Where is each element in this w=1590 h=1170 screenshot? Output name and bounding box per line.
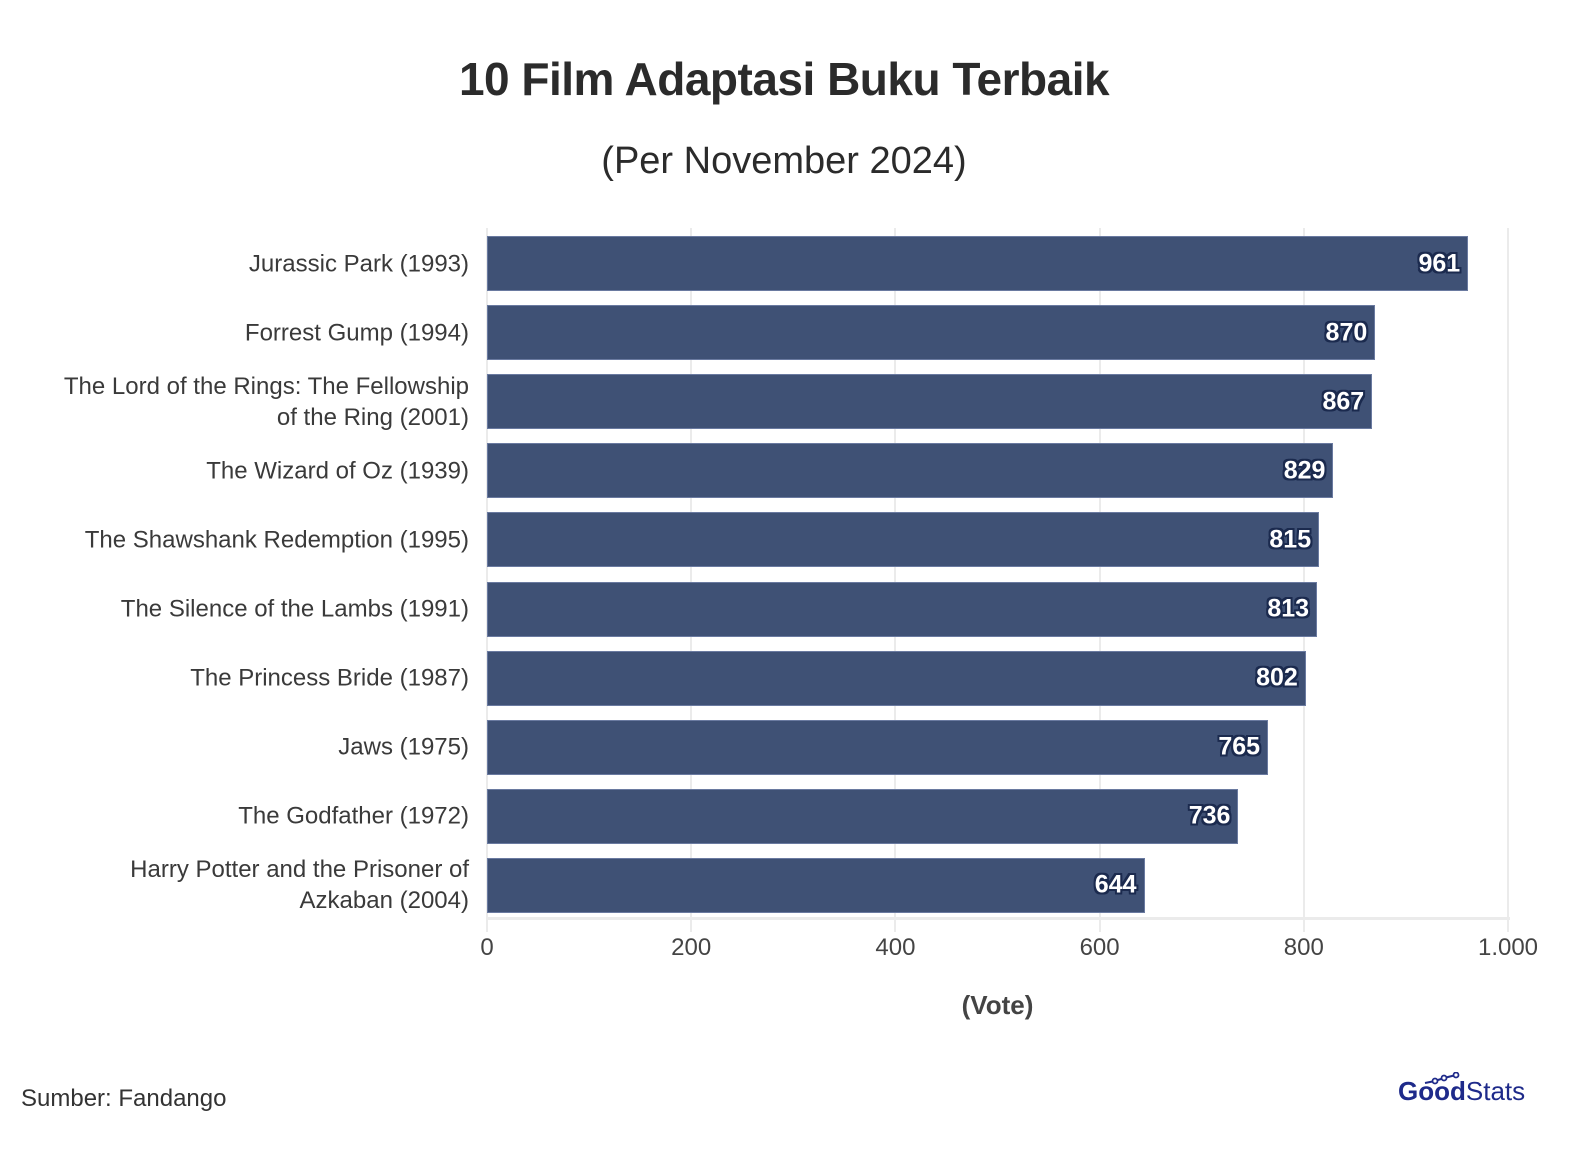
category-label: The Godfather (1972) — [0, 801, 469, 832]
tick-mark — [1507, 920, 1509, 932]
gridline — [1098, 228, 1101, 920]
chart-title: 10 Film Adaptasi Buku Terbaik — [458, 53, 1110, 105]
x-axis-line — [487, 917, 1510, 920]
bar: 961 — [487, 236, 1469, 291]
plot-area: 961 870 867 829 815 813 802 765 736 644 — [486, 228, 1510, 932]
category-label: The Wizard of Oz (1939) — [0, 455, 469, 486]
bar: 765 — [487, 719, 1269, 775]
logo-stats-text: Stats — [1465, 1076, 1526, 1106]
tick-mark — [894, 920, 897, 932]
source-note: Sumber: Fandango — [21, 1085, 227, 1112]
bar: 802 — [487, 650, 1306, 706]
x-tick-label: 200 — [671, 934, 712, 961]
bar: 644 — [487, 857, 1145, 913]
tick-mark — [1302, 920, 1305, 932]
category-label-line: Azkaban (2004) — [299, 887, 469, 915]
bar-value-label: 870 — [1325, 318, 1368, 347]
category-label: The Princess Bride (1987) — [0, 663, 469, 694]
chart-subtitle: (Per November 2024) — [601, 140, 967, 182]
gridline — [894, 228, 897, 920]
category-label-line: Harry Potter and the Prisoner of — [130, 856, 469, 884]
category-label-line: The Silence of the Lambs (1991) — [120, 595, 469, 623]
category-label: The Shawshank Redemption (1995) — [0, 524, 469, 555]
x-tick-label: 400 — [875, 934, 916, 961]
category-label-line: of the Ring (2001) — [276, 403, 469, 431]
category-label: The Lord of the Rings: The Fellowship of … — [0, 371, 469, 433]
tick-mark — [690, 920, 693, 932]
bar-value-label: 867 — [1322, 387, 1365, 416]
bar-value-label: 802 — [1256, 663, 1298, 692]
category-label: Harry Potter and the Prisoner of Azkaban … — [0, 854, 469, 916]
gridline — [1507, 228, 1509, 920]
category-label-line: Forrest Gump (1994) — [244, 319, 469, 347]
chart-line-icon — [1424, 1072, 1460, 1085]
bar-value-label: 961 — [1418, 249, 1461, 277]
bar-value-label: 644 — [1094, 870, 1137, 899]
bar: 870 — [487, 305, 1376, 361]
bar-value-label: 765 — [1218, 732, 1261, 761]
bar: 829 — [487, 443, 1334, 499]
category-label: Jurassic Park (1993) — [0, 248, 469, 279]
gridline — [486, 228, 488, 920]
category-label-line: The Shawshank Redemption (1995) — [84, 526, 469, 554]
category-label-line: Jaws (1975) — [338, 733, 469, 761]
bar-value-label: 736 — [1188, 801, 1231, 830]
bar-value-label: 813 — [1267, 594, 1310, 623]
category-label-line: The Princess Bride (1987) — [190, 664, 469, 692]
bar: 813 — [487, 581, 1318, 637]
category-label: The Silence of the Lambs (1991) — [0, 594, 469, 625]
x-tick-label: 0 — [480, 934, 494, 961]
goodstats-logo: GoodStats — [1398, 1072, 1526, 1107]
x-axis-label: (Vote) — [961, 990, 1034, 1020]
category-label-line: The Godfather (1972) — [238, 802, 469, 830]
category-label-line: The Wizard of Oz (1939) — [206, 457, 469, 485]
x-tick-label: 600 — [1079, 934, 1120, 961]
x-tick-label: 800 — [1283, 934, 1324, 961]
tick-mark — [486, 920, 488, 932]
category-label: Forrest Gump (1994) — [0, 317, 469, 348]
bar-value-label: 829 — [1283, 456, 1326, 485]
gridline — [1302, 228, 1305, 920]
bar: 736 — [487, 788, 1239, 844]
x-tick-label: 1.000 — [1477, 934, 1539, 961]
tick-mark — [1098, 920, 1101, 932]
bar: 815 — [487, 512, 1320, 568]
category-label-line: Jurassic Park (1993) — [248, 250, 469, 277]
bar: 867 — [487, 374, 1373, 430]
gridline — [690, 228, 693, 920]
category-label: Jaws (1975) — [0, 732, 469, 763]
bar-value-label: 815 — [1269, 525, 1312, 554]
category-label-line: The Lord of the Rings: The Fellowship — [63, 372, 469, 400]
